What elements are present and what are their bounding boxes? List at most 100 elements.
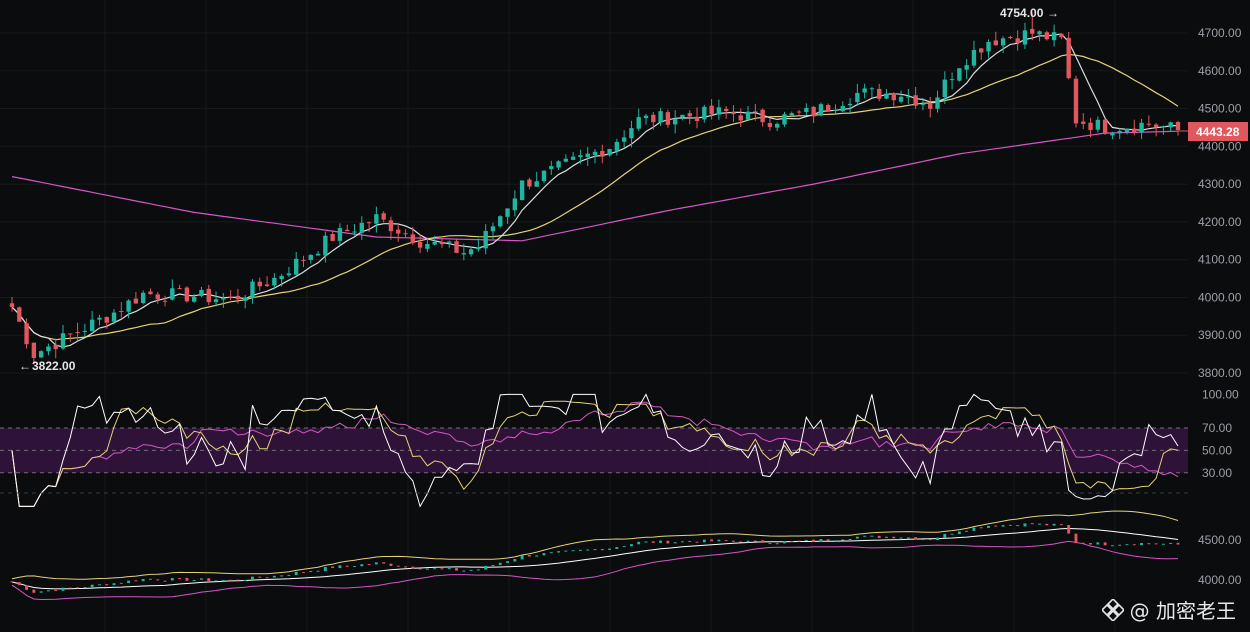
boll-candle-body <box>258 576 262 578</box>
boll-candle-body <box>513 559 517 562</box>
last-price-tag: 4443.28 <box>1178 122 1248 141</box>
candle-body <box>170 288 175 300</box>
rsi-12-line <box>11 400 1179 507</box>
candle-body <box>723 108 729 112</box>
candle-body <box>592 151 598 156</box>
candle-body <box>1073 78 1079 124</box>
boll-candle-body <box>644 541 648 543</box>
candle-body <box>439 242 445 245</box>
candle-body <box>410 234 415 244</box>
candle-body <box>862 88 867 93</box>
boll-candle-body <box>761 540 765 543</box>
boll-candle-body <box>112 583 116 586</box>
boll-candle-body <box>229 579 233 581</box>
candle-body <box>279 275 284 280</box>
candle-body <box>60 333 66 349</box>
candle-body <box>111 312 117 322</box>
high-marker-arrow: → <box>1047 6 1059 20</box>
boll-candle-body <box>302 572 305 574</box>
boll-candle-body <box>1140 543 1143 546</box>
boll-candle-body <box>498 562 502 565</box>
candle-body <box>585 153 590 157</box>
boll-candle-body <box>578 549 582 551</box>
boll-candle-body <box>1067 525 1071 534</box>
boll-candle-body <box>134 580 138 582</box>
boll-candle-body <box>447 568 451 570</box>
boll-candle-body <box>309 570 313 573</box>
candle-body <box>148 291 153 295</box>
candle-body <box>913 95 918 106</box>
price-tick-label: 4000.00 <box>1198 290 1242 304</box>
boll-candle-body <box>608 548 612 550</box>
watermark: @ 加密老王 <box>1101 595 1236 624</box>
boll-candle-body <box>200 578 203 580</box>
boll-candle-body <box>83 587 87 589</box>
candle-body <box>476 247 481 250</box>
candle-body <box>272 277 277 286</box>
price-tick-label: 4400.00 <box>1198 139 1242 153</box>
candle-body <box>192 297 197 302</box>
candle-body <box>235 295 241 300</box>
boll-candle-body <box>783 541 786 544</box>
boll-candle-body <box>105 584 109 586</box>
boll-candle-body <box>615 547 619 549</box>
candle-body <box>1161 126 1166 128</box>
candle-body <box>512 198 518 211</box>
candle-body <box>942 79 947 98</box>
boll-candle-body <box>1052 523 1056 526</box>
candle-body <box>964 65 969 70</box>
boll-candle-body <box>928 539 932 541</box>
boll-candle-body <box>571 550 575 552</box>
boll-candle-body <box>680 541 684 543</box>
grid <box>0 0 1188 632</box>
boll-candle-body <box>484 565 488 570</box>
candle-body <box>206 288 211 303</box>
candle-body <box>782 114 787 125</box>
boll-candle-body <box>411 566 415 569</box>
candle-body <box>213 299 219 303</box>
boll-candle-body <box>1110 545 1114 547</box>
boll-candle-body <box>622 546 626 548</box>
boll-candle-body <box>542 553 546 556</box>
candle-body <box>221 297 226 300</box>
candle-body <box>869 88 875 90</box>
price-tick-label: 4600.00 <box>1198 64 1242 78</box>
boll-candle-body <box>68 587 72 589</box>
candle-body <box>519 180 525 201</box>
boll-candle-body <box>1125 544 1129 546</box>
candle-body <box>570 156 576 160</box>
candle-body <box>833 109 838 111</box>
ma-mid-line <box>11 53 1179 341</box>
boll-tick-label: 4500.00 <box>1198 533 1242 547</box>
boll-candle-body <box>32 589 36 593</box>
boll-candle-body <box>149 578 152 580</box>
candle-body <box>745 111 751 120</box>
price-tick-label: 4100.00 <box>1198 253 1242 267</box>
boll-candle-body <box>39 591 43 593</box>
candle-body <box>665 112 671 125</box>
boll-candle-body <box>600 548 604 551</box>
candle-body <box>1000 38 1006 46</box>
boll-candle-body <box>389 563 393 566</box>
candle-body <box>468 249 474 255</box>
candle-body <box>294 258 299 275</box>
candle-body <box>286 273 292 276</box>
candle-body <box>432 241 437 245</box>
candle-body <box>38 351 44 358</box>
boll-candle-body <box>243 579 247 581</box>
boll-candle-body <box>1103 542 1107 546</box>
candle-body <box>498 216 503 227</box>
boll-candle-body <box>1030 523 1034 525</box>
boll-candle-body <box>1118 544 1122 546</box>
candle-body <box>97 317 102 320</box>
candle-body <box>694 116 700 122</box>
boll-candle-body <box>353 566 356 568</box>
boll-candle-body <box>119 582 123 584</box>
candle-body <box>949 79 955 81</box>
rsi-tick-label: 50.00 <box>1202 443 1232 457</box>
boll-candle-body <box>462 570 466 572</box>
boll-candle-body <box>1089 542 1092 545</box>
candle-body <box>24 323 29 345</box>
candle-body <box>82 330 88 332</box>
boll-candle-body <box>826 539 830 541</box>
